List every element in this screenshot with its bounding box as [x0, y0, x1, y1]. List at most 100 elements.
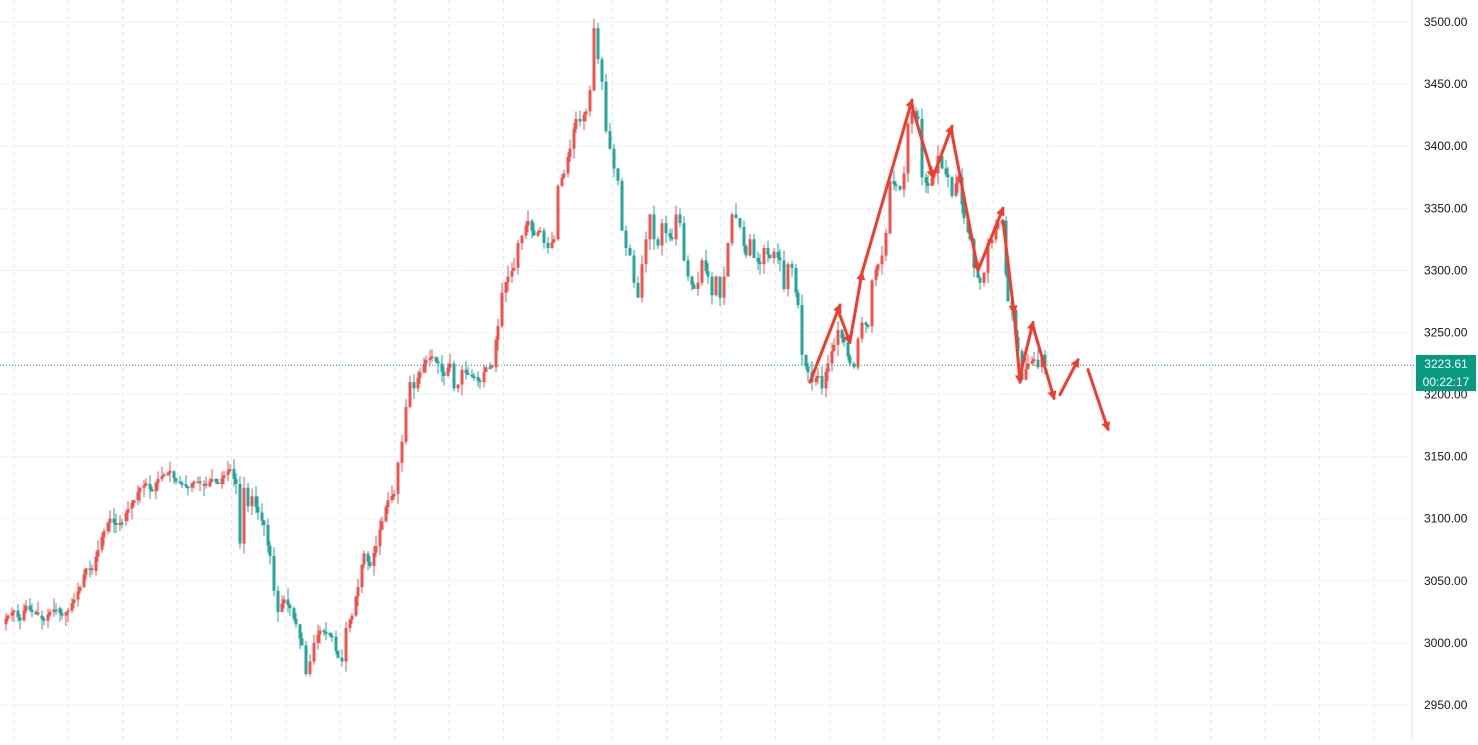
candle-body: [744, 245, 748, 256]
candle-body: [226, 471, 230, 476]
candle-body: [678, 214, 682, 224]
candle-body: [652, 214, 656, 240]
candle-body: [54, 609, 58, 612]
annotation-arrow[interactable]: [976, 206, 1005, 272]
candle-body: [384, 507, 388, 522]
candle-body: [482, 372, 486, 383]
candle-body: [422, 363, 426, 373]
candle-body: [386, 500, 390, 508]
candle-body: [560, 177, 564, 186]
candle-body: [64, 612, 68, 616]
candle-body: [60, 613, 64, 616]
candle-body: [804, 354, 808, 367]
candle-body: [536, 232, 540, 236]
candle-body: [830, 351, 834, 364]
candle-body: [512, 267, 516, 271]
candle-body: [172, 471, 176, 479]
candle-body: [168, 470, 172, 473]
candle-body: [696, 282, 700, 289]
annotation-arrow[interactable]: [1086, 368, 1111, 432]
annotation-arrow[interactable]: [950, 132, 982, 273]
candle-body: [392, 493, 396, 496]
candle-body: [214, 479, 218, 483]
candle-body: [330, 635, 334, 638]
annotation-arrow[interactable]: [836, 308, 852, 345]
candle-body: [174, 478, 178, 482]
candle-body: [820, 375, 824, 389]
candle-body: [372, 552, 376, 566]
candle-body: [600, 59, 604, 82]
annotation-arrow[interactable]: [910, 104, 936, 180]
candle-body: [578, 118, 582, 122]
candle-body: [34, 611, 38, 615]
price-axis-tick: 3400.00: [1424, 139, 1468, 153]
candle-body: [516, 243, 520, 268]
price-axis-tick: 3050.00: [1424, 574, 1468, 588]
candle-body: [232, 469, 236, 479]
candle-body: [126, 508, 130, 513]
candle-body: [768, 254, 772, 258]
candle-body: [842, 338, 846, 343]
candle-body: [856, 338, 860, 368]
candle-body: [930, 177, 934, 186]
candle-body: [262, 520, 266, 525]
candle-body: [552, 239, 556, 243]
candle-body: [112, 518, 116, 523]
candle-body: [898, 185, 902, 190]
candle-body: [994, 228, 998, 240]
annotation-arrow[interactable]: [808, 303, 842, 384]
candle-body: [124, 512, 128, 522]
candle-body: [916, 116, 920, 119]
candles: [4, 18, 1047, 677]
annotation-arrow[interactable]: [1058, 358, 1080, 396]
candle-body: [192, 481, 196, 484]
candle-body: [608, 131, 612, 149]
candle-body: [58, 608, 62, 614]
candle-body: [154, 483, 158, 492]
candle-body: [704, 260, 708, 272]
candle-body: [280, 603, 284, 612]
candle-body: [30, 609, 34, 612]
candle-body: [902, 173, 906, 190]
candle-body: [524, 225, 528, 236]
annotation-arrow[interactable]: [1018, 320, 1036, 378]
candle-body: [640, 264, 644, 298]
candle-body: [616, 168, 620, 181]
price-axis-tick: 3450.00: [1424, 77, 1468, 91]
candle-body: [10, 612, 14, 616]
candle-body: [374, 546, 378, 553]
candle-body: [846, 342, 850, 357]
candle-body: [738, 218, 742, 227]
candle-body: [742, 226, 746, 246]
candle-body: [910, 111, 914, 124]
annotation-arrow[interactable]: [860, 98, 915, 275]
candle-body: [920, 118, 924, 178]
candle-body: [874, 269, 878, 281]
annotation-arrow[interactable]: [848, 270, 866, 343]
candle-body: [78, 587, 82, 592]
drawing-arrows[interactable]: [808, 98, 1111, 432]
candle-body: [180, 483, 184, 485]
annotation-arrow[interactable]: [1031, 324, 1057, 401]
candle-body: [996, 223, 1000, 229]
candle-body: [24, 605, 28, 611]
candle-body: [892, 181, 896, 185]
candle-body: [6, 615, 10, 619]
candle-body: [294, 618, 298, 625]
annotation-arrow[interactable]: [1001, 219, 1018, 315]
candle-body: [300, 638, 304, 646]
candle-body: [72, 599, 76, 604]
annotation-arrow[interactable]: [1012, 311, 1024, 385]
annotation-arrow[interactable]: [931, 124, 954, 179]
candle-body: [976, 267, 980, 278]
candle-body: [718, 276, 722, 298]
candle-body: [686, 260, 690, 277]
candle-body: [836, 330, 840, 345]
candle-body: [66, 610, 70, 613]
candle-body: [660, 223, 664, 246]
candle-body: [520, 235, 524, 244]
candle-body: [228, 469, 232, 472]
candle-body: [670, 237, 674, 240]
